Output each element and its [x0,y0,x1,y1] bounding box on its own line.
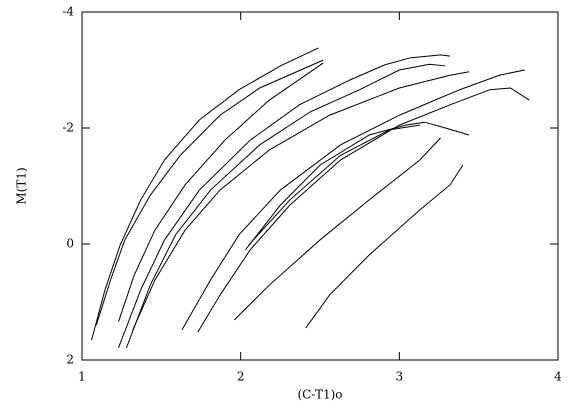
y-tick-label: -4 [62,5,74,19]
x-tick-label: 2 [237,370,245,384]
isochrone-line [132,71,470,331]
isochrone-line [95,59,324,326]
isochrone-line [181,69,525,331]
y-axis-label: M(T1) [15,167,29,204]
isochrone-line [197,87,530,333]
plot-frame [81,11,559,361]
y-tick-label: 2 [66,353,74,367]
isochrone-line [118,62,324,322]
x-tick-label: 3 [396,370,404,384]
isochrone-line [233,137,441,321]
isochrone-line [91,47,319,341]
y-tick-label: -2 [62,121,74,135]
isochrone-line [118,54,451,348]
y-tick-label: 0 [66,237,74,251]
isochrone-line [305,164,464,329]
x-axis-label: (C-T1)o [297,388,342,402]
isochrone-line [245,121,470,251]
x-tick-label: 4 [554,370,562,384]
x-tick-label: 1 [78,370,86,384]
isochrone-line [125,63,446,348]
isochrone-line [248,124,421,246]
